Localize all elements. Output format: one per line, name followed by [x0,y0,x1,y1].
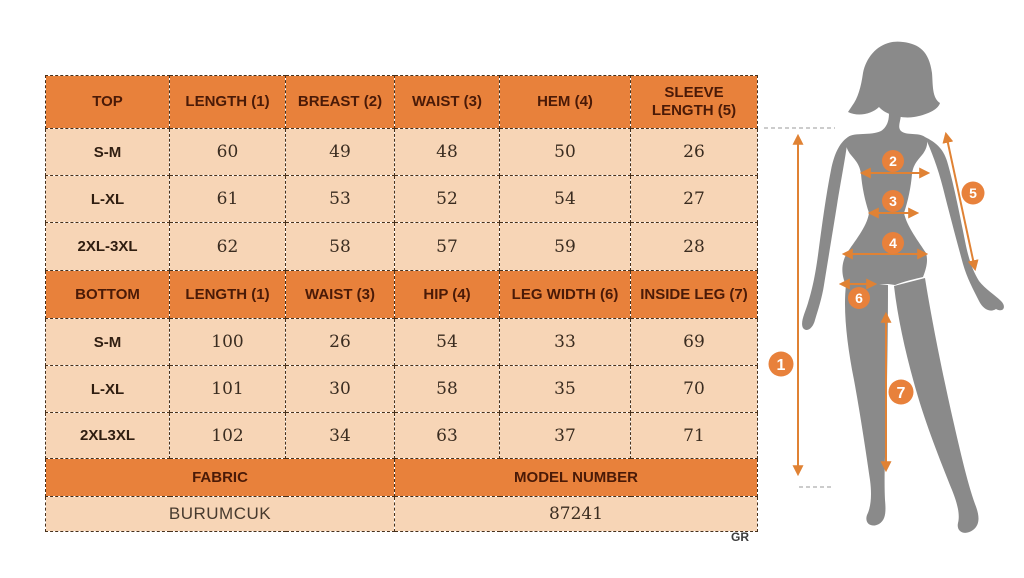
value-cell: 50 [499,128,631,176]
silhouette-left-arm [802,137,848,331]
value-cell: 61 [169,175,286,223]
svg-text:3: 3 [889,193,897,209]
table-row: L-XL 101 30 58 35 70 [45,365,758,413]
size-cell: 2XL-3XL [45,222,170,271]
measure-badge-4: 4 [882,232,904,254]
bottom-header-cell: WAIST (3) [285,270,395,319]
svg-text:7: 7 [897,385,906,402]
size-cell: L-XL [45,365,170,413]
size-cell: L-XL [45,175,170,223]
silhouette-hair [848,41,940,118]
size-chart-table: TOP LENGTH (1) BREAST (2) WAIST (3) HEM … [45,75,758,532]
bottom-header-cell: LENGTH (1) [169,270,286,319]
top-header-row: TOP LENGTH (1) BREAST (2) WAIST (3) HEM … [45,75,758,129]
table-row: S-M 100 26 54 33 69 [45,318,758,366]
value-cell: 62 [169,222,286,271]
measure-badge-7: 7 [888,379,914,405]
value-cell: 54 [394,318,500,366]
value-cell: 59 [499,222,631,271]
footer-value-row: BURUMCUK 87241 [45,496,758,532]
top-header-cell: TOP [45,75,170,129]
value-cell: 70 [630,365,758,413]
table-row: 2XL-3XL 62 58 57 59 28 [45,222,758,271]
silhouette-left-leg [844,285,888,526]
measurement-figure: 1 2 3 4 5 6 7 [764,41,1004,533]
gr-watermark: GR [731,530,749,544]
value-cell: 58 [394,365,500,413]
value-cell: 48 [394,128,500,176]
svg-text:4: 4 [889,235,897,251]
value-cell: 28 [630,222,758,271]
svg-text:2: 2 [889,153,897,169]
value-cell: 35 [499,365,631,413]
size-cell: 2XL3XL [45,412,170,459]
value-cell: 37 [499,412,631,459]
size-cell: S-M [45,318,170,366]
measure-arrow-sleeve [942,131,979,272]
top-header-cell: WAIST (3) [394,75,500,129]
value-cell: 69 [630,318,758,366]
value-cell: 26 [630,128,758,176]
value-cell: 102 [169,412,286,459]
bottom-header-cell: LEG WIDTH (6) [499,270,631,319]
top-header-cell: BREAST (2) [285,75,395,129]
value-cell: 27 [630,175,758,223]
bottom-header-cell: HIP (4) [394,270,500,319]
measure-badge-5: 5 [961,181,985,205]
value-cell: 52 [394,175,500,223]
svg-text:1: 1 [777,357,786,374]
fabric-label: FABRIC [45,458,395,497]
table-row: 2XL3XL 102 34 63 37 71 [45,412,758,459]
table-row: S-M 60 49 48 50 26 [45,128,758,176]
measure-badge-1: 1 [768,351,794,377]
value-cell: 100 [169,318,286,366]
bottom-header-row: BOTTOM LENGTH (1) WAIST (3) HIP (4) LEG … [45,270,758,319]
value-cell: 71 [630,412,758,459]
footer-header-row: FABRIC MODEL NUMBER [45,458,758,497]
value-cell: 101 [169,365,286,413]
top-header-cell: LENGTH (1) [169,75,286,129]
value-cell: 53 [285,175,395,223]
value-cell: 63 [394,412,500,459]
female-silhouette [802,41,1004,533]
bottom-header-cell: INSIDE LEG (7) [630,270,758,319]
value-cell: 26 [285,318,395,366]
value-cell: 60 [169,128,286,176]
model-number-label: MODEL NUMBER [394,458,758,497]
value-cell: 33 [499,318,631,366]
value-cell: 57 [394,222,500,271]
size-cell: S-M [45,128,170,176]
value-cell: 30 [285,365,395,413]
top-header-cell: SLEEVE LENGTH (5) [630,75,758,129]
value-cell: 58 [285,222,395,271]
measure-badge-3: 3 [882,190,904,212]
value-cell: 49 [285,128,395,176]
measure-badge-6: 6 [848,287,870,309]
top-header-cell: HEM (4) [499,75,631,129]
value-cell: 54 [499,175,631,223]
fabric-value: BURUMCUK [45,496,395,532]
svg-text:5: 5 [969,185,977,201]
model-number-value: 87241 [394,496,758,532]
table-row: L-XL 61 53 52 54 27 [45,175,758,223]
value-cell: 34 [285,412,395,459]
measure-badge-2: 2 [882,150,904,172]
svg-text:6: 6 [855,290,863,306]
silhouette-right-leg [894,278,979,533]
bottom-header-cell: BOTTOM [45,270,170,319]
